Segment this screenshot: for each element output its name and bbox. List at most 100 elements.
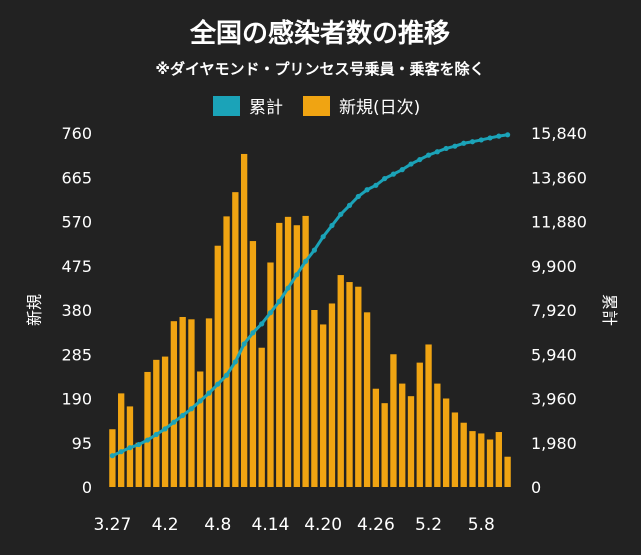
- daily-bar: [460, 422, 467, 487]
- legend: 累計 新規(日次): [213, 96, 420, 118]
- cumulative-line-layer: [109, 132, 511, 459]
- y-right-axis-label: 累計: [600, 294, 619, 326]
- cumulative-point: [461, 140, 467, 146]
- daily-bar: [320, 324, 327, 487]
- x-tick-label: 4.2: [152, 515, 179, 535]
- y-left-tick-label: 95: [72, 434, 92, 453]
- daily-bar: [232, 192, 239, 487]
- cumulative-point: [250, 330, 256, 336]
- daily-bar: [284, 216, 292, 487]
- cumulative-point: [373, 182, 379, 188]
- daily-bar: [495, 432, 502, 487]
- y-right-tick-label: 3,960: [531, 390, 577, 409]
- legend-label-cumulative: 累計: [249, 98, 283, 118]
- y-right-tick-label: 9,900: [531, 257, 577, 276]
- chart-title: 全国の感染者数の推移: [189, 18, 450, 49]
- cumulative-point: [223, 372, 230, 378]
- x-ticks: 3.27 4.2 4.8 4.14 4.20 4.26 5.2 5.8: [93, 515, 494, 535]
- cumulative-point: [188, 406, 195, 412]
- legend-label-daily: 新規(日次): [339, 98, 420, 118]
- daily-bar: [381, 403, 388, 487]
- cumulative-point: [364, 187, 370, 193]
- daily-bar: [205, 318, 213, 487]
- daily-bar: [434, 383, 441, 487]
- cumulative-point: [320, 234, 326, 240]
- daily-bar: [188, 319, 195, 487]
- cumulative-point: [206, 390, 212, 396]
- daily-bar: [416, 362, 423, 487]
- daily-bar: [161, 356, 169, 487]
- daily-bar: [135, 442, 142, 487]
- daily-bar: [179, 316, 186, 487]
- cumulative-point: [399, 167, 405, 173]
- cumulative-point: [241, 341, 247, 347]
- daily-bar: [504, 456, 511, 487]
- daily-bar: [469, 431, 476, 487]
- daily-bar: [442, 398, 450, 487]
- daily-bar: [337, 275, 344, 487]
- legend-swatch-daily: [303, 96, 330, 116]
- y-left-tick-label: 570: [61, 213, 92, 232]
- daily-bar: [390, 354, 397, 487]
- cumulative-point: [443, 145, 449, 152]
- y-left-tick-label: 285: [61, 345, 92, 364]
- y-left-tick-label: 380: [61, 301, 92, 320]
- daily-bar: [223, 216, 230, 487]
- y-left-axis-label: 新規: [25, 294, 44, 326]
- cumulative-point: [311, 247, 317, 253]
- cumulative-point: [153, 431, 159, 438]
- daily-bar: [197, 371, 204, 487]
- y-left-tick-label: 760: [61, 124, 92, 143]
- y-left-tick-label: 475: [61, 257, 92, 276]
- x-tick-label: 4.20: [304, 515, 342, 535]
- cumulative-point: [215, 381, 221, 387]
- x-tick-label: 4.26: [357, 515, 395, 535]
- cumulative-point: [338, 211, 344, 217]
- daily-bar: [372, 388, 380, 487]
- x-tick-label: 5.2: [415, 515, 442, 535]
- daily-bars: [109, 153, 511, 488]
- daily-bar: [249, 241, 257, 487]
- daily-bar: [346, 282, 353, 487]
- cumulative-point: [478, 137, 484, 143]
- y-left-tick-label: 0: [82, 478, 92, 497]
- cumulative-point: [417, 156, 423, 163]
- daily-bar: [399, 383, 406, 487]
- daily-bar: [276, 222, 283, 487]
- cumulative-point: [355, 193, 361, 200]
- cumulative-point: [197, 398, 203, 404]
- cumulative-line: [111, 133, 508, 458]
- daily-bar: [355, 286, 362, 487]
- cumulative-point: [109, 453, 115, 459]
- daily-bar: [267, 262, 274, 487]
- cumulative-point: [382, 175, 388, 182]
- daily-bar: [407, 396, 415, 487]
- chart-subtitle: ※ダイヤモンド・プリンセス号乗員・乗客を除く: [155, 60, 484, 78]
- cumulative-point: [267, 310, 274, 316]
- y-left-ticks: 0 95 190 285 380 475 570 665 760: [61, 124, 92, 497]
- y-right-tick-label: 0: [531, 478, 541, 497]
- daily-bar: [153, 359, 160, 487]
- cumulative-point: [259, 321, 265, 327]
- daily-bar: [118, 393, 125, 487]
- y-right-tick-label: 7,920: [531, 301, 577, 320]
- cumulative-point: [144, 437, 151, 443]
- cumulative-point: [285, 285, 291, 291]
- daily-bar: [144, 371, 151, 487]
- x-tick-label: 4.14: [252, 515, 290, 535]
- cumulative-point: [434, 149, 440, 155]
- daily-bar: [258, 347, 265, 487]
- cumulative-point: [469, 139, 476, 145]
- y-left-tick-label: 190: [61, 390, 92, 409]
- cumulative-point: [505, 132, 511, 138]
- cumulative-point: [127, 445, 133, 451]
- y-right-tick-label: 13,860: [531, 168, 587, 187]
- cumulative-point: [303, 258, 309, 264]
- legend-swatch-cumulative: [213, 96, 240, 116]
- daily-bar: [170, 321, 178, 487]
- daily-bar: [240, 153, 248, 488]
- daily-bar: [486, 439, 494, 487]
- cumulative-point: [171, 419, 177, 425]
